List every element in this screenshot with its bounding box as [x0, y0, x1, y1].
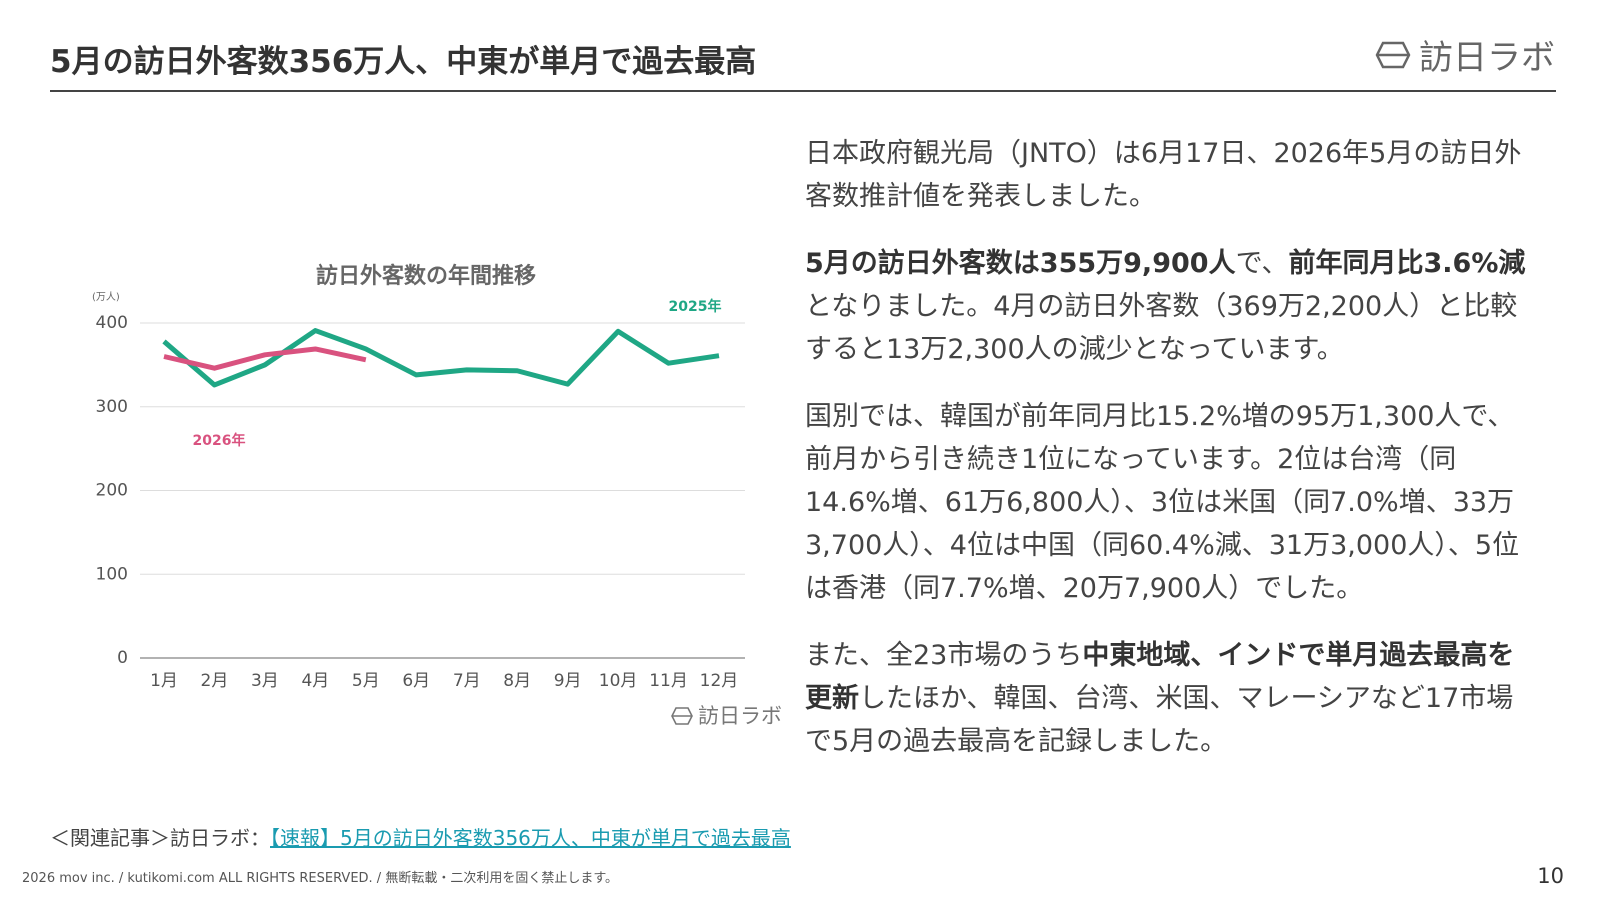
source-text: 訪日ラボ — [698, 704, 782, 728]
x-tick-label: 6月 — [402, 671, 430, 691]
chart: 訪日外客数の年間推移 (万人) 訪日ラボ 0 100 200 300 400 1月 2月 3月… — [92, 263, 782, 728]
bold-text: 5月の訪日外客数は355万9,900人 — [805, 248, 1236, 279]
x-tick-label: 10月 — [599, 671, 638, 691]
text-span: で、 — [1235, 248, 1289, 279]
logo: 訪日ラボ — [1375, 30, 1555, 79]
x-tick-label: 8月 — [503, 671, 531, 691]
paragraph: 5月の訪日外客数は355万9,900人で、前年同月比3.6%減となりました。4月… — [805, 242, 1540, 371]
series-line — [162, 328, 720, 388]
x-tick-label: 5月 — [352, 671, 380, 691]
body-text: 日本政府観光局（JNTO）は6月17日、2026年5月の訪日外客数推計値を発表し… — [805, 132, 1540, 787]
slide-title: 5月の訪日外客数356万人、中東が単月で過去最高 — [50, 44, 757, 80]
paragraph: また、全23市場のうち中東地域、インドで単月過去最高を更新したほか、韓国、台湾、… — [805, 634, 1540, 763]
chart-source: 訪日ラボ — [671, 704, 782, 728]
x-tick-label: 11月 — [649, 671, 688, 691]
text-span: また、全23市場のうち — [805, 640, 1083, 671]
chart-title: 訪日外客数の年間推移 — [316, 263, 536, 289]
series-label: 2025年 — [669, 298, 722, 315]
y-tick-label: 300 — [96, 397, 128, 417]
x-tick-label: 1月 — [150, 671, 178, 691]
text-span: 日本政府観光局（JNTO）は6月17日、2026年5月の訪日外客数推計値を発表し… — [805, 138, 1522, 212]
paragraph: 日本政府観光局（JNTO）は6月17日、2026年5月の訪日外客数推計値を発表し… — [805, 132, 1540, 218]
y-tick-label: 200 — [96, 481, 128, 501]
series-line — [163, 346, 367, 371]
x-tick-label: 4月 — [301, 671, 329, 691]
related-article: ＜関連記事＞訪日ラボ：【速報】5月の訪日外客数356万人、中東が単月で過去最高 — [50, 822, 791, 851]
paragraph: 国別では、韓国が前年同月比15.2%増の95万1,300人で、前月から引き続き1… — [805, 395, 1540, 610]
bold-text: 中東地域、インドで単月過去最高を更新 — [805, 640, 1515, 714]
x-tick-label: 7月 — [453, 671, 481, 691]
unit-label: (万人) — [92, 291, 120, 303]
y-tick-label: 100 — [96, 564, 128, 584]
page-number: 10 — [1537, 864, 1564, 888]
related-prefix: ＜関連記事＞訪日ラボ： — [50, 826, 270, 850]
x-tick-label: 3月 — [251, 671, 279, 691]
logo-icon — [1375, 41, 1411, 68]
text-span: となりました。4月の訪日外客数（369万2,200人）と比較すると13万2,30… — [805, 291, 1518, 365]
series-label: 2026年 — [193, 432, 246, 449]
text-span: したほか、韓国、台湾、米国、マレーシアなど17市場で5月の過去最高を記録しました… — [805, 683, 1514, 757]
bold-text: 前年同月比3.6%減 — [1288, 248, 1526, 279]
logo-text: 訪日ラボ — [1419, 38, 1555, 78]
copyright: 2026 mov inc. / kutikomi.com ALL RIGHTS … — [22, 871, 619, 886]
x-tick-label: 12月 — [700, 671, 739, 691]
y-tick-label: 0 — [117, 648, 128, 668]
x-tick-label: 2月 — [201, 671, 229, 691]
x-tick-label: 9月 — [554, 671, 582, 691]
text-span: 国別では、韓国が前年同月比15.2%増の95万1,300人で、前月から引き続き1… — [805, 401, 1520, 604]
y-tick-label: 400 — [96, 313, 128, 333]
title-rule — [50, 90, 1556, 92]
related-link[interactable]: 【速報】5月の訪日外客数356万人、中東が単月で過去最高 — [270, 826, 791, 850]
